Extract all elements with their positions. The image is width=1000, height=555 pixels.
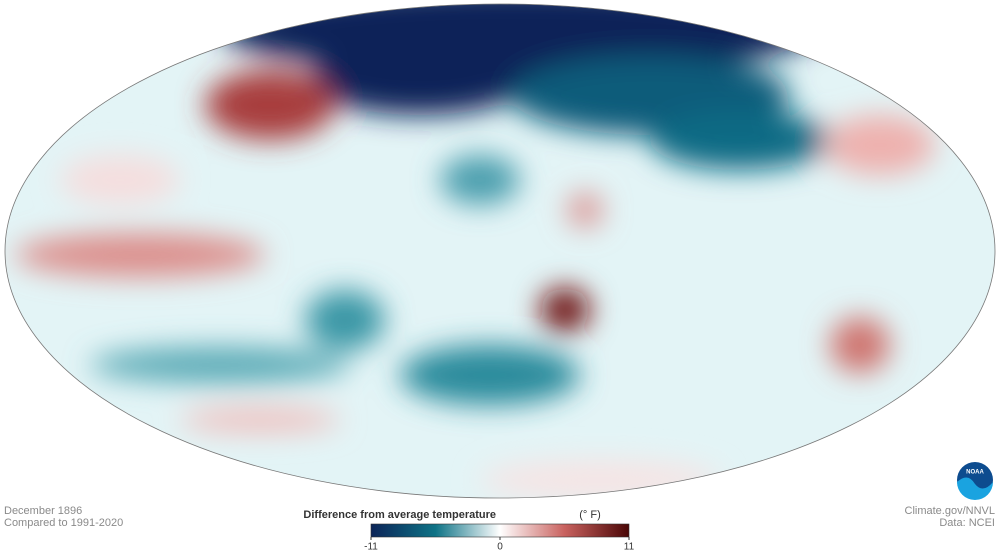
noaa-logo-text: NOAA <box>966 470 984 476</box>
globe-outline <box>4 3 996 499</box>
date-label: December 1896 <box>4 505 82 517</box>
color-scale <box>370 523 630 538</box>
scale-tick-label: 11 <box>624 542 635 553</box>
scale-tick-label: 0 <box>497 542 503 553</box>
data-label: Data: NCEI <box>939 517 995 529</box>
legend-title: Difference from average temperature <box>303 509 496 521</box>
scale-ticks: -11 0 11 <box>364 537 635 553</box>
legend-unit: (° F) <box>579 509 601 521</box>
noaa-logo-wave <box>957 477 993 500</box>
source-label: Climate.gov/NNVL <box>905 505 995 517</box>
baseline-label: Compared to 1991-2020 <box>4 517 123 529</box>
scale-tick-label: -11 <box>364 542 378 553</box>
